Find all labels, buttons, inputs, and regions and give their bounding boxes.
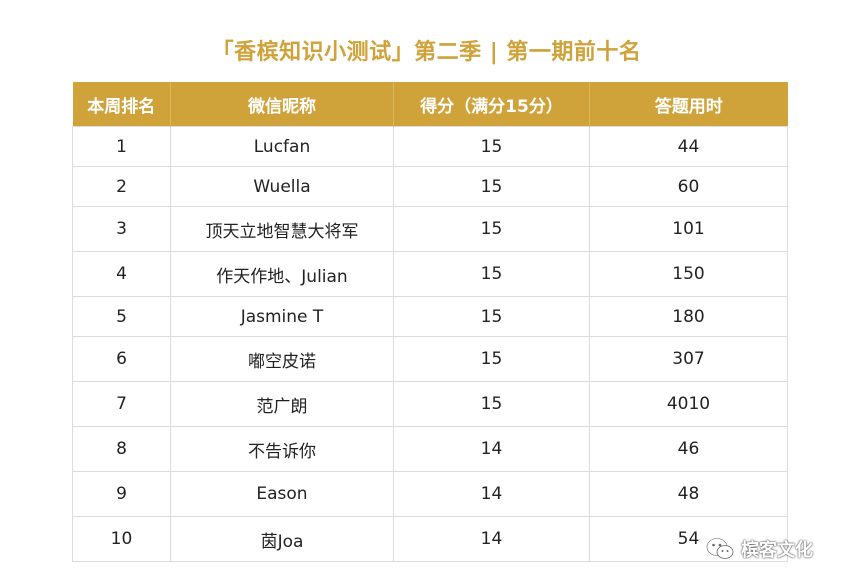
- score-cell: 14: [393, 471, 590, 517]
- nickname-cell: 嘟空皮诺: [170, 336, 394, 382]
- table-row: 4 作天作地、Julian 15 150: [72, 251, 788, 297]
- table-header-row: 本周排名 微信昵称 得分（满分15分） 答题用时: [72, 82, 788, 127]
- time-cell: 48: [589, 471, 788, 517]
- time-cell: 150: [589, 251, 788, 297]
- nickname-cell: 不告诉你: [170, 426, 394, 472]
- score-cell: 15: [393, 166, 590, 207]
- table-row: 6 嘟空皮诺 15 307: [72, 336, 788, 382]
- score-cell: 15: [393, 206, 590, 252]
- rank-cell: 8: [72, 426, 171, 472]
- account-watermark: 槟客文化: [705, 535, 813, 563]
- column-header-score: 得分（满分15分）: [393, 82, 590, 127]
- score-cell: 14: [393, 426, 590, 472]
- time-cell: 180: [589, 296, 788, 337]
- nickname-cell: 作天作地、Julian: [170, 251, 394, 297]
- nickname-cell: Eason: [170, 471, 394, 517]
- ranking-table: 本周排名 微信昵称 得分（满分15分） 答题用时 1 Lucfan 15 44 …: [72, 82, 788, 562]
- table-row: 5 Jasmine T 15 180: [72, 296, 788, 337]
- rank-cell: 2: [72, 166, 171, 207]
- wechat-icon: [705, 536, 735, 562]
- table-row: 3 顶天立地智慧大将军 15 101: [72, 206, 788, 252]
- table-row: 7 范广朗 15 4010: [72, 381, 788, 427]
- time-cell: 307: [589, 336, 788, 382]
- time-cell: 54: [589, 516, 788, 562]
- rank-cell: 1: [72, 126, 171, 167]
- table-row: 2 Wuella 15 60: [72, 166, 788, 207]
- time-cell: 4010: [589, 381, 788, 427]
- watermark-text: 槟客文化: [741, 540, 813, 561]
- nickname-cell: 顶天立地智慧大将军: [170, 206, 394, 252]
- time-cell: 60: [589, 166, 788, 207]
- table-row: 1 Lucfan 15 44: [72, 126, 788, 167]
- rank-cell: 3: [72, 206, 171, 252]
- column-header-nickname: 微信昵称: [170, 82, 394, 127]
- time-cell: 44: [589, 126, 788, 167]
- table-row: 9 Eason 14 48: [72, 471, 788, 517]
- score-cell: 15: [393, 126, 590, 167]
- rank-cell: 7: [72, 381, 171, 427]
- time-cell: 46: [589, 426, 788, 472]
- table-row: 10 茵Joa 14 54: [72, 516, 788, 562]
- page-title: 「香槟知识小测试」第二季 | 第一期前十名: [211, 40, 642, 65]
- score-cell: 15: [393, 251, 590, 297]
- score-cell: 15: [393, 381, 590, 427]
- nickname-cell: 茵Joa: [170, 516, 394, 562]
- rank-cell: 9: [72, 471, 171, 517]
- nickname-cell: Lucfan: [170, 126, 394, 167]
- column-header-time: 答题用时: [589, 82, 788, 127]
- score-cell: 15: [393, 336, 590, 382]
- rank-cell: 10: [72, 516, 171, 562]
- nickname-cell: 范广朗: [170, 381, 394, 427]
- rank-cell: 4: [72, 251, 171, 297]
- table-row: 8 不告诉你 14 46: [72, 426, 788, 472]
- nickname-cell: Wuella: [170, 166, 394, 207]
- rank-cell: 6: [72, 336, 171, 382]
- column-header-rank: 本周排名: [72, 82, 171, 127]
- time-cell: 101: [589, 206, 788, 252]
- score-cell: 15: [393, 296, 590, 337]
- rank-cell: 5: [72, 296, 171, 337]
- score-cell: 14: [393, 516, 590, 562]
- nickname-cell: Jasmine T: [170, 296, 394, 337]
